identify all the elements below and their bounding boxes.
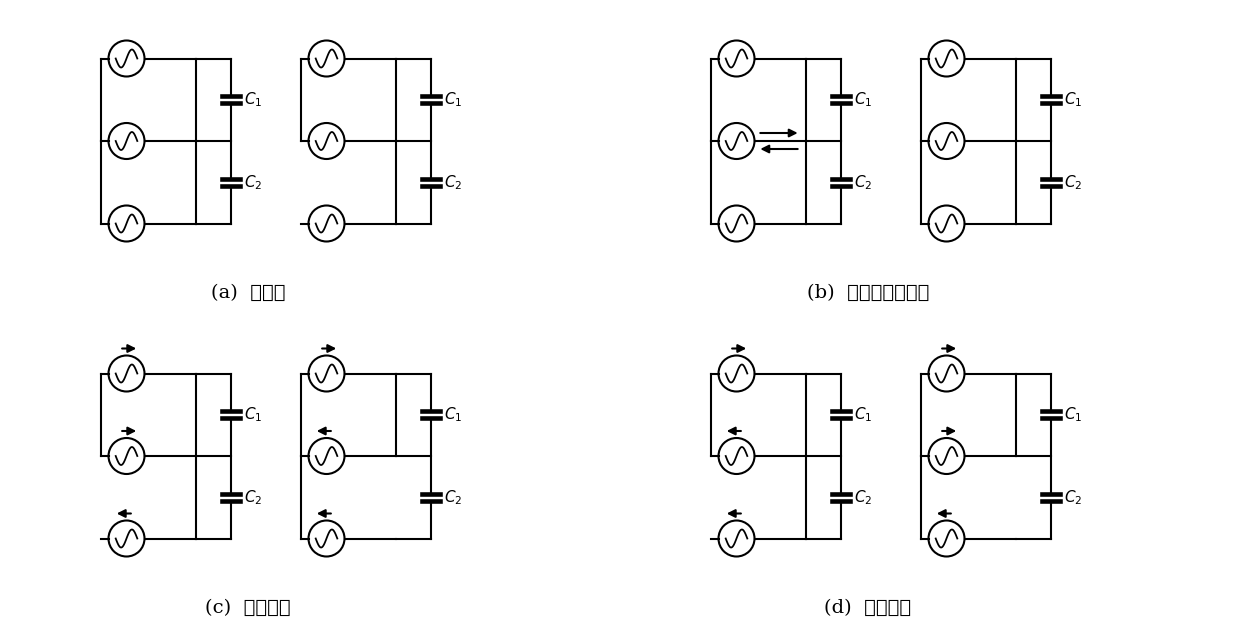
Text: $C_1$: $C_1$ <box>444 405 462 424</box>
Text: $C_2$: $C_2$ <box>1063 173 1082 192</box>
Text: $C_1$: $C_1$ <box>1063 405 1082 424</box>
Text: $C_1$: $C_1$ <box>1063 90 1082 109</box>
Text: $C_2$: $C_2$ <box>244 173 261 192</box>
Text: $C_1$: $C_1$ <box>244 405 261 424</box>
Text: $C_2$: $C_2$ <box>854 488 872 507</box>
Text: $C_1$: $C_1$ <box>854 405 872 424</box>
Text: $C_2$: $C_2$ <box>444 488 462 507</box>
Text: $C_1$: $C_1$ <box>444 90 462 109</box>
Text: (d)  正小矢量: (d) 正小矢量 <box>824 599 912 617</box>
Text: $C_2$: $C_2$ <box>244 488 261 507</box>
Text: $C_1$: $C_1$ <box>854 90 872 109</box>
Text: $C_2$: $C_2$ <box>444 173 462 192</box>
Text: $C_2$: $C_2$ <box>1063 488 1082 507</box>
Text: (a)  大矢量: (a) 大矢量 <box>211 284 285 302</box>
Text: $C_2$: $C_2$ <box>854 173 872 192</box>
Text: $C_1$: $C_1$ <box>244 90 261 109</box>
Text: (b)  中矢量和零矢量: (b) 中矢量和零矢量 <box>807 284 929 302</box>
Text: (c)  负小矢量: (c) 负小矢量 <box>206 599 291 617</box>
